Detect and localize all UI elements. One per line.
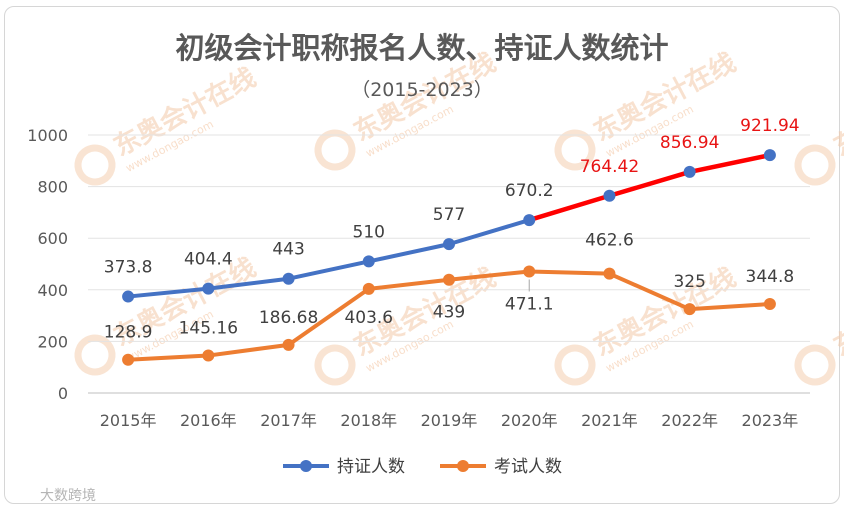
data-label: 439	[433, 303, 465, 323]
gridlines	[88, 134, 810, 394]
data-label: 145.16	[179, 319, 238, 339]
data-point	[202, 349, 215, 362]
data-label: 443	[272, 240, 304, 260]
data-label: 856.94	[660, 133, 719, 153]
data-point	[443, 273, 455, 286]
watermark-logo-icon	[314, 129, 356, 171]
data-label: 510	[353, 222, 385, 242]
legend: 持证人数 考试人数	[283, 457, 562, 477]
data-point	[282, 272, 295, 285]
data-point	[122, 290, 135, 303]
data-point	[523, 214, 536, 227]
data-point	[763, 149, 776, 162]
y-tick-label: 600	[37, 229, 68, 248]
y-tick-label: 1000	[27, 126, 68, 145]
y-tick-label: 400	[37, 281, 68, 300]
corner-brand-text: 大数跨境	[40, 488, 96, 504]
x-tick-label: 2020年	[501, 411, 558, 430]
data-label: 344.8	[746, 267, 795, 287]
data-label: 128.9	[104, 323, 153, 343]
watermark-logo-icon	[314, 344, 356, 386]
x-tick-label: 2023年	[742, 411, 799, 430]
data-label: 764.42	[580, 157, 639, 177]
watermark-logo-icon	[794, 344, 836, 386]
data-label: 471.1	[505, 294, 554, 314]
watermark-logo-icon	[74, 144, 116, 186]
x-tick-label: 2018年	[340, 411, 397, 430]
corner-brand: 大数跨境	[40, 488, 96, 504]
series-line	[127, 218, 530, 299]
data-point	[683, 303, 696, 316]
data-labels: 373.8 404.4 443 510 577 670.2 764.42 856.94 921.…	[104, 116, 800, 343]
x-tick-label: 2022年	[661, 411, 718, 430]
data-label: 325	[673, 272, 705, 292]
series-line-highlight	[528, 152, 771, 223]
data-point	[603, 267, 616, 280]
chart-subtitle: （2015-2023）	[351, 79, 493, 101]
data-label: 373.8	[104, 258, 153, 278]
watermark-logo-icon	[794, 144, 836, 186]
chart-frame	[4, 6, 840, 504]
legend-item: 持证人数	[283, 457, 405, 477]
y-tick-label: 200	[37, 332, 68, 351]
x-tick-label: 2021年	[581, 411, 638, 430]
watermark-logo-icon	[74, 334, 116, 376]
data-point	[362, 255, 375, 268]
data-label: 404.4	[184, 250, 233, 270]
data-point	[122, 353, 135, 366]
y-tick-label: 800	[37, 178, 68, 197]
x-tick-label: 2015年	[100, 411, 157, 430]
data-point	[443, 238, 455, 251]
data-point	[683, 165, 696, 178]
watermark-text: 东奥会计在线	[829, 62, 844, 163]
data-label: 577	[433, 205, 465, 225]
y-tick-label: 0	[58, 384, 68, 403]
legend-item: 考试人数	[440, 457, 562, 477]
legend-label: 考试人数	[494, 457, 562, 477]
data-point	[202, 282, 215, 295]
watermark-logo-icon	[554, 344, 596, 386]
x-tick-label: 2017年	[260, 411, 317, 430]
series-layer	[122, 149, 776, 366]
legend-label: 持证人数	[337, 457, 405, 477]
data-point	[523, 265, 536, 278]
y-axis: 0 200 400 600 800 1000	[27, 126, 68, 403]
data-label: 403.6	[344, 308, 393, 328]
data-point	[603, 189, 616, 202]
x-tick-label: 2016年	[180, 411, 237, 430]
watermark-text: 东奥会计在线	[829, 262, 844, 363]
data-point	[362, 282, 375, 295]
data-point	[282, 338, 295, 351]
x-axis: 2015年 2016年 2017年 2018年 2019年 2020年 2021年 2022年…	[100, 411, 799, 430]
x-tick-label: 2019年	[421, 411, 478, 430]
legend-marker	[457, 460, 469, 472]
chart-title: 初级会计职称报名人数、持证人数统计	[175, 31, 668, 65]
legend-marker	[300, 460, 312, 472]
data-label: 921.94	[740, 116, 799, 136]
data-label: 462.6	[585, 231, 634, 251]
data-label: 670.2	[505, 181, 554, 201]
data-point	[763, 298, 776, 311]
data-label: 186.68	[259, 308, 318, 328]
watermark-text: 东奥会计在线	[109, 62, 261, 163]
